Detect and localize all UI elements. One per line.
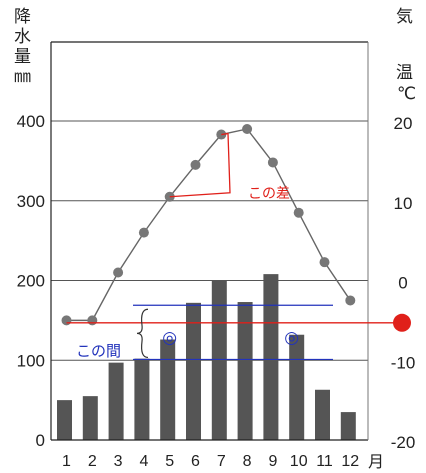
temperature-point-3	[113, 267, 124, 278]
month-label-9: 9	[268, 453, 277, 470]
right-axis-label-char-1: 温	[396, 63, 413, 83]
temperature-line	[66, 128, 351, 322]
month-label-11: 11	[316, 453, 333, 470]
left-tick-300: 300	[17, 192, 45, 211]
right-tick--20: -20	[391, 433, 416, 452]
left-tick-200: 200	[17, 272, 45, 291]
month-label-12: 12	[341, 453, 359, 470]
right-axis-label-char-2: ℃	[397, 84, 416, 104]
left-axis-label-char-2: 量	[14, 47, 31, 67]
right-tick-10: 10	[394, 194, 413, 213]
month-label-3: 3	[114, 453, 123, 470]
precipitation-bar-7	[211, 280, 227, 440]
difference-label: この差	[248, 186, 290, 202]
range-label: この間	[76, 342, 121, 360]
precipitation-bar-4	[134, 358, 150, 440]
precipitation-bar-2	[82, 396, 98, 440]
marker-symbol-oct: ◎	[284, 328, 299, 348]
precipitation-bar-1	[57, 400, 72, 440]
difference-bracket	[169, 132, 231, 198]
month-unit-label: 月	[368, 454, 384, 471]
precipitation-bar-5	[160, 339, 176, 440]
precipitation-bar-12	[340, 412, 356, 440]
reference-temperature-dot	[393, 313, 411, 332]
left-axis-label-char-0: 降	[14, 7, 31, 27]
month-label-1: 1	[62, 453, 71, 470]
right-tick-0: 0	[398, 274, 407, 293]
temperature-point-4	[138, 227, 149, 238]
month-label-4: 4	[139, 453, 148, 470]
precipitation-bar-11	[315, 389, 330, 440]
left-tick-0: 0	[36, 431, 45, 450]
temperature-point-1	[61, 315, 72, 326]
right-tick--10: -10	[391, 353, 416, 372]
temperature-point-8	[242, 123, 253, 134]
temperature-point-6	[190, 159, 201, 170]
right-axis-label-char-0: 気	[396, 7, 413, 27]
precipitation-bar-9	[263, 274, 279, 440]
marker-symbol-may: ◎	[162, 328, 177, 348]
precipitation-bar-10	[289, 334, 305, 440]
left-tick-100: 100	[17, 351, 45, 370]
month-label-7: 7	[217, 453, 226, 470]
temperature-point-10	[293, 207, 304, 218]
month-label-6: 6	[191, 453, 200, 470]
precipitation-bar-3	[108, 362, 124, 440]
range-brace	[136, 308, 149, 359]
temperature-point-2	[87, 315, 98, 326]
left-tick-400: 400	[17, 112, 45, 131]
temperature-point-11	[319, 257, 330, 268]
precipitation-bar-8	[237, 302, 253, 440]
precipitation-bar-6	[186, 302, 201, 440]
temperature-point-9	[267, 157, 278, 168]
left-axis-label-char-1: 水	[14, 27, 31, 47]
month-label-2: 2	[88, 453, 97, 470]
month-label-10: 10	[290, 453, 308, 470]
month-label-5: 5	[165, 453, 174, 470]
temperature-point-12	[345, 295, 356, 306]
month-label-8: 8	[243, 453, 252, 470]
left-axis-label-char-3: ㎜	[14, 67, 31, 87]
right-tick-20: 20	[394, 114, 413, 133]
